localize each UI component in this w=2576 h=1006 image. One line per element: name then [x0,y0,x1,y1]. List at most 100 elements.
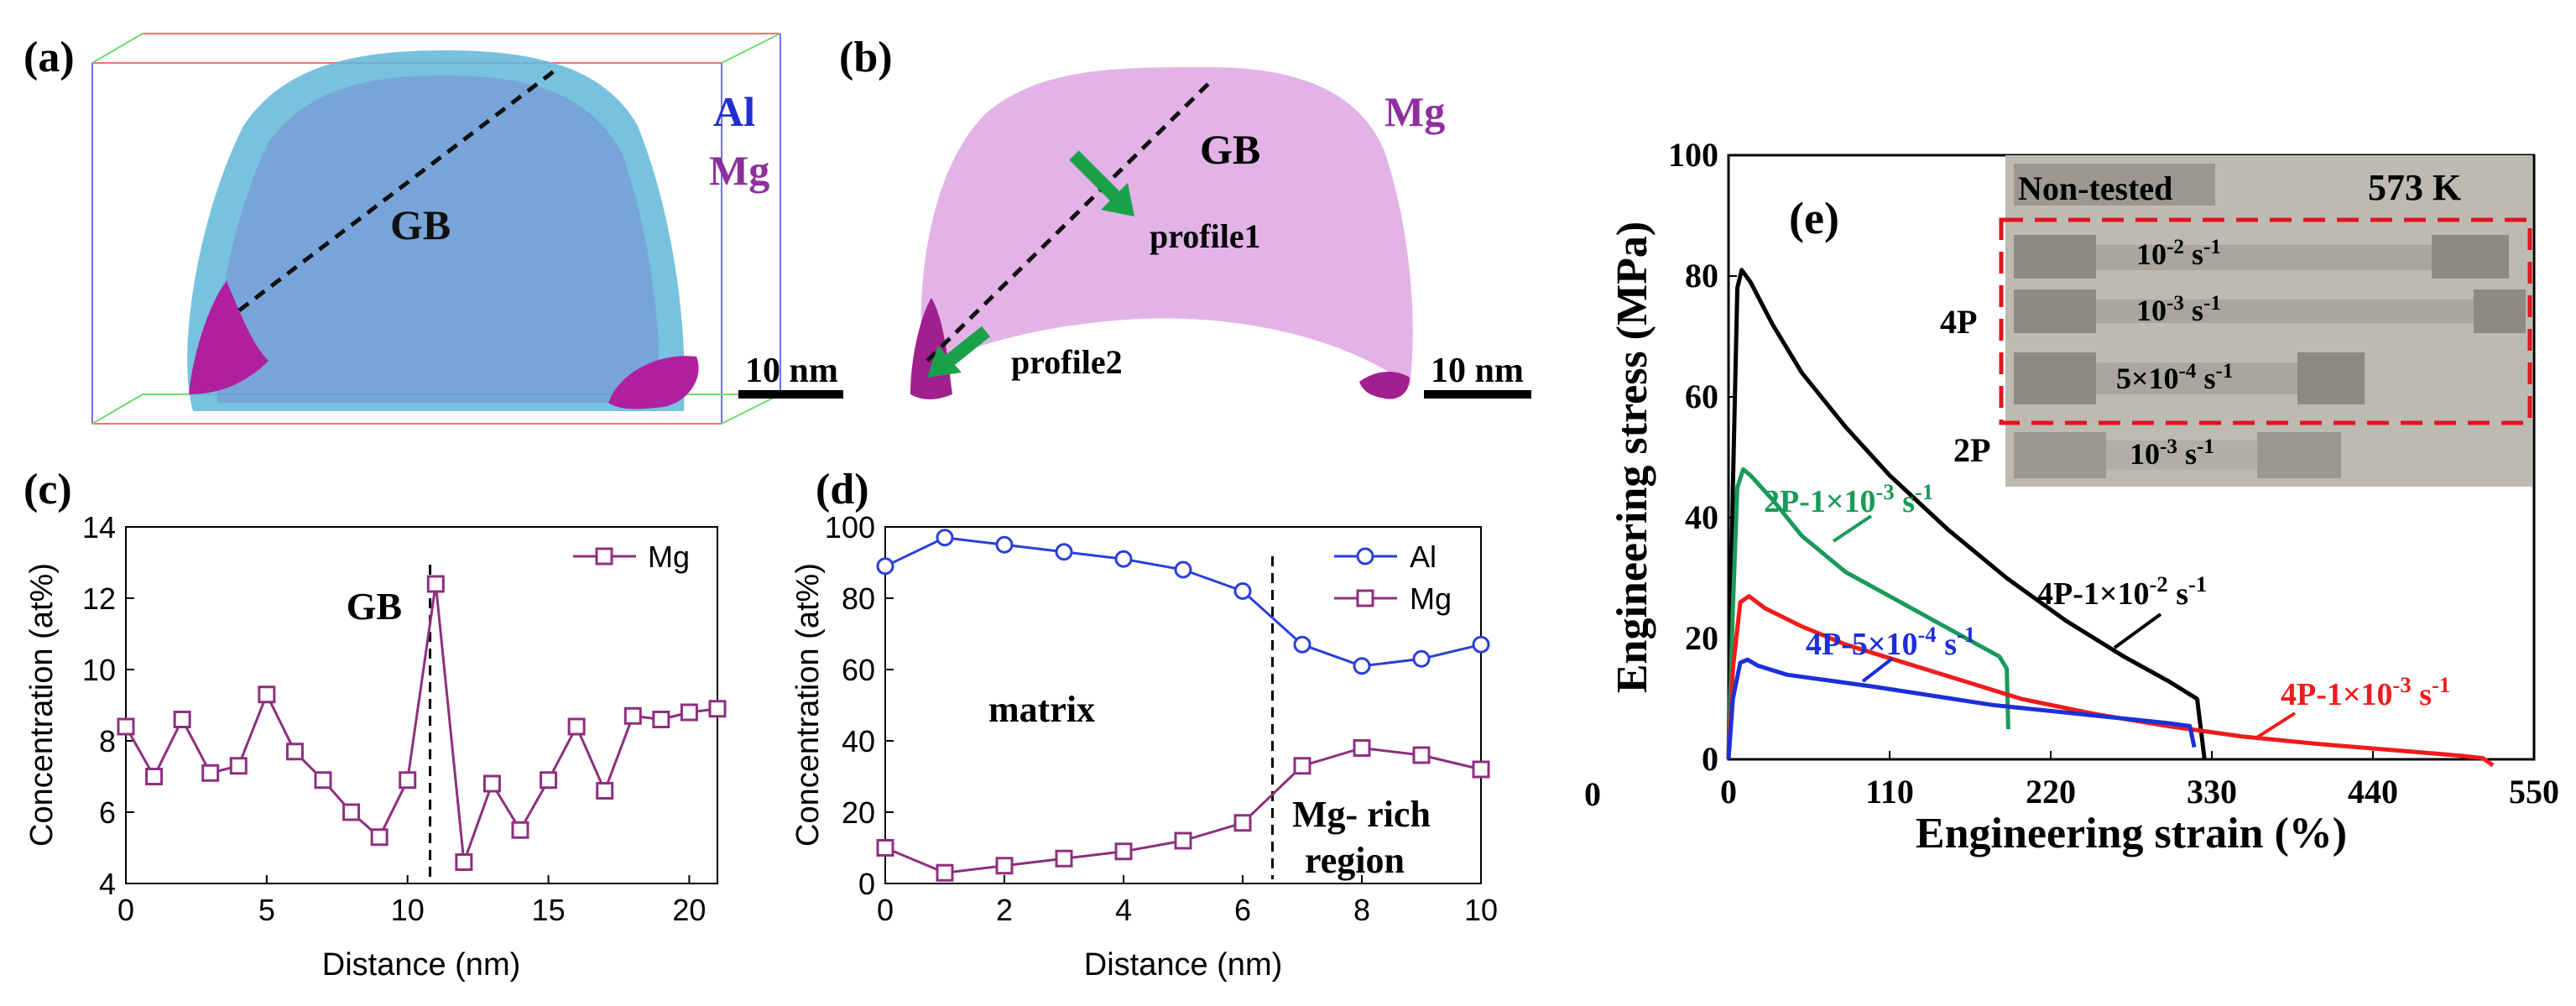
panel-c-gb-label: GB [347,585,402,628]
panel-d-y-tick-label: 0 [858,867,875,901]
panel-d-point-al [1055,543,1073,561]
panel-c-plot-frame [125,526,718,884]
panel-d-point-mg [876,839,894,857]
panel-d-point-al [936,529,954,547]
panel-d-point-al [1293,635,1311,654]
panel-b: (b) GB Mg profile1 profile2 10 nm [839,34,1531,399]
panel-e-x-tick-label: 220 [2026,773,2076,811]
panel-d-matrix-label: matrix [988,689,1095,730]
panel-c-x-tick-label: 20 [672,893,706,927]
panel-c-point-mg [567,717,586,736]
panel-b-gb-label: GB [1200,126,1260,173]
specimen-4 [2014,432,2106,478]
inset-4p-label: 4P [1940,303,1977,341]
inset-temperature-label: 573 K [2368,167,2461,208]
panel-c-series-line-mg [124,582,718,863]
panel-c-point-mg [229,757,248,775]
panel-c-y-tick-label: 14 [82,510,116,545]
panel-a-atom-cloud-mg [216,76,660,403]
panel-e-y-tick-label: 20 [1685,619,1718,657]
panel-d-y-tick-label: 80 [842,581,875,616]
panel-d-legend-al-marker [1356,547,1374,566]
panel-c-point-mg [708,700,727,718]
inset-rate-3: 5×10-4 s-1 [2116,360,2234,396]
panel-c-point-mg [511,821,529,839]
panel-d-y-ticks: 0 20 40 60 80 100 [825,510,894,901]
panel-d-point-mg [1174,831,1192,850]
panel-b-profile2-arrowhead [927,346,962,378]
panel-e-pointer-4p-2 [2113,612,2162,649]
panel-c-point-mg [455,853,473,871]
panel-c-y-ticks: 4 6 8 10 12 14 [82,510,134,901]
panel-d-point-al [1472,635,1490,654]
panel-c-point-mg [652,711,670,728]
panel-c-legend-label: Mg [648,539,690,574]
panel-b-profile1-arrowhead [1101,183,1134,216]
panel-e-series-line-4p-1-10-2-s-1 [1726,268,2207,760]
panel-e-pointer-2p [1832,514,1873,543]
panel-d-point-mg [1293,757,1311,775]
panel-c-point-mg [173,711,191,728]
panel-d-point-mg [1233,814,1252,832]
panel-c-x-tick-label: 15 [532,893,566,927]
panel-e-x-tick-label: 440 [2348,773,2398,811]
panel-c-xlabel: Distance (nm) [322,947,521,983]
panel-d-x-ticks: 0 2 4 6 8 10 [877,875,1498,927]
specimen-3 [2014,352,2096,404]
panel-c-legend: Mg [573,539,690,574]
panel-e-series-line-4p-5-10-4-s-1 [1726,657,2197,760]
panel-e-y-tick-label: 100 [1668,136,1718,174]
inset-rate-2: 10-3 s-1 [2136,292,2221,328]
inset-4p-box [1999,217,2532,425]
panel-c-legend-marker [595,547,613,566]
panel-d-series [876,529,1490,882]
panel-d-region-label: region [1305,840,1405,881]
panel-d-ylabel: Concentration (at%) [790,563,826,847]
panel-d-y-tick-label: 60 [842,653,875,687]
panel-c-point-mg [145,768,164,785]
panel-b-letter: (b) [839,34,893,81]
panel-a: (a) GB Al Mg 10 nm [23,33,843,425]
panel-c-y-tick-label: 6 [99,795,116,830]
panel-e-y-tick-label: 40 [1685,498,1718,536]
panel-c-point-mg [399,771,417,790]
inset-rate-4: 10-3 s-1 [2130,435,2214,472]
panel-e-x-ticks: 0 110 220 330 440 550 [1720,751,2559,811]
panel-a-gb-label: GB [390,201,451,248]
panel-c-series [117,575,727,871]
panel-d-x-tick-label: 6 [1234,893,1251,927]
specimen-non-tested [2014,164,2215,206]
panel-a-mg-cluster-right [608,356,699,409]
panel-d-point-al [876,557,894,576]
panel-d-y-tick-label: 100 [825,510,875,545]
panel-c-point-mg [314,771,332,790]
panel-c-x-tick-label: 5 [258,893,275,927]
panel-e-xlabel: Engineering strain (%) [1916,810,2347,857]
panel-c-point-mg [596,782,614,800]
panel-c-y-tick-label: 8 [99,724,116,758]
panel-e-y-ticks: 0 20 40 60 80 100 [1668,136,1737,778]
panel-a-atom-cloud [187,50,685,411]
panel-c-point-mg [623,706,642,725]
panel-c-point-mg [426,575,445,593]
panel-a-legend-mg: Mg [709,147,769,194]
inset-rate-1: 10-2 s-1 [2136,236,2221,272]
panel-c-point-mg [117,717,135,736]
specimen-4-grip [2257,432,2341,478]
panel-e-extra-tick: 0 [1584,775,1601,813]
panel-d-point-mg [995,857,1014,875]
panel-c: (c) 0 5 10 15 20 4 6 8 10 12 14 Distance (nm) Con… [23,466,727,983]
panel-c-x-tick-label: 10 [391,893,425,927]
panel-d-point-mg [936,863,954,882]
specimen-2 [2014,289,2096,333]
panel-e-ylabel: Engineering stress (MPa) [1609,222,1656,693]
specimen-1-gauge [2096,245,2432,270]
panel-e-series-line-4p-1-10-3-s-1 [1726,594,2495,768]
panel-e-letter: (e) [1789,193,1839,243]
panel-d-point-al [1412,649,1431,668]
panel-e-pointer-4p-3 [2254,711,2297,740]
specimen-4-gauge [2106,440,2257,470]
panel-a-scale-label: 10 nm [745,352,838,390]
panel-c-point-mg [540,771,558,790]
panel-e-series [1726,268,2495,768]
